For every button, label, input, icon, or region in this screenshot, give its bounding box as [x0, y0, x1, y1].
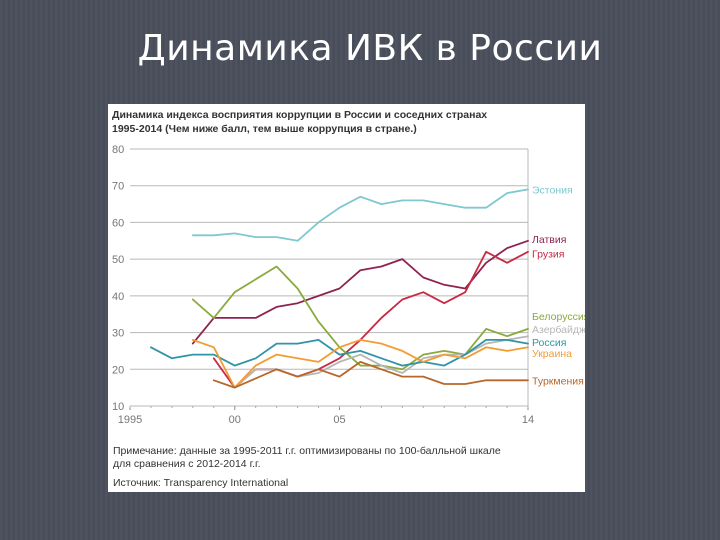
x-tick-label: 14 [522, 414, 534, 426]
chart-note: Примечание: данные за 1995-2011 г.г. опт… [113, 445, 583, 471]
chart-title-line1: Динамика индекса восприятия коррупции в … [112, 109, 488, 121]
y-tick-label: 60 [112, 217, 124, 229]
y-tick-label: 40 [112, 291, 124, 303]
x-tick-label: 00 [229, 414, 241, 426]
legend-label: Белорусcия [532, 311, 585, 323]
series-line-Латвия [191, 239, 529, 345]
chart-source: Источник: Transparency International [113, 477, 289, 489]
y-tick-label: 10 [112, 401, 124, 413]
series-line-Украина [191, 338, 529, 389]
legend-label: Грузия [532, 249, 564, 261]
chart-figure: Динамика индекса восприятия коррупции в … [108, 104, 585, 492]
y-tick-label: 30 [112, 328, 124, 340]
y-tick-label: 80 [112, 144, 124, 156]
legend-label: Россия [532, 337, 566, 349]
x-tick-label: 1995 [118, 414, 142, 426]
line-chart: 10 20 30 40 50 60 70 80 1995 00 05 14 Эстония Латвия Г… [112, 144, 585, 426]
legend-label: Азербайджан [532, 324, 585, 336]
chart-note-line1: Примечание: данные за 1995-2011 г.г. опт… [113, 445, 501, 457]
series-line-Россия [150, 338, 529, 367]
chart-title-line2: 1995-2014 (Чем ниже балл, тем выше корру… [112, 123, 417, 135]
y-tick-label: 70 [112, 181, 124, 193]
chart-note-line2: для сравнения с 2012-2014 г.г. [113, 458, 261, 470]
slide-title: Динамика ИВК в России [137, 28, 603, 69]
legend-label: Туркмения [532, 375, 584, 387]
legend-label: Латвия [532, 234, 566, 246]
x-tick-label: 05 [333, 414, 345, 426]
series-line-Грузия [212, 250, 529, 389]
series-line-Туркмения [212, 360, 529, 389]
series-line-Эстония [191, 188, 529, 242]
chart-title: Динамика индекса восприятия коррупции в … [112, 108, 582, 136]
legend-label: Украина [532, 348, 572, 360]
legend-label: Эстония [532, 184, 573, 196]
y-tick-label: 20 [112, 364, 124, 376]
y-tick-label: 50 [112, 254, 124, 266]
